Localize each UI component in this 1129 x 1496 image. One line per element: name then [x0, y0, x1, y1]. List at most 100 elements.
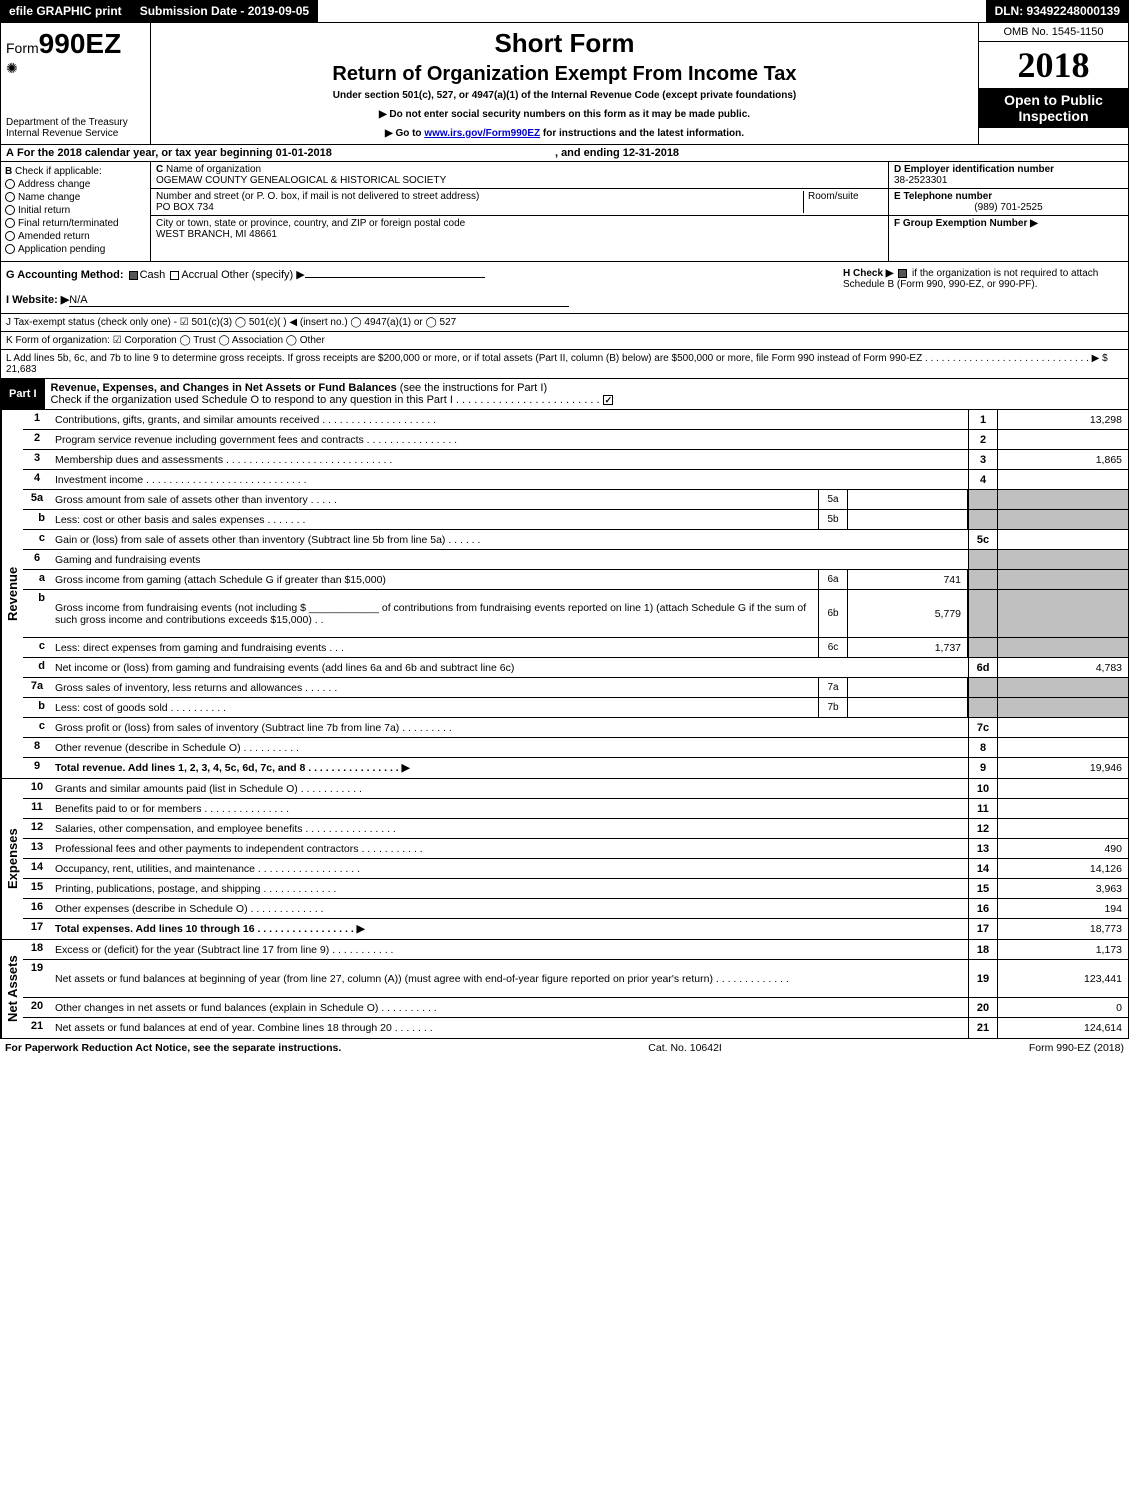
row-a-label: A [6, 147, 14, 159]
line-5c-desc: Gain or (loss) from sale of assets other… [51, 530, 968, 549]
line-20-val: 0 [998, 998, 1128, 1017]
line-4-desc: Investment income . . . . . . . . . . . … [51, 470, 968, 489]
opt-amended-return[interactable]: Amended return [5, 231, 146, 242]
street-value: PO BOX 734 [156, 202, 214, 213]
form-header: Form990EZ ✺ Department of the Treasury I… [0, 22, 1129, 145]
line-6a-mv: 741 [848, 570, 968, 589]
line-15: 15 Printing, publications, postage, and … [23, 879, 1128, 899]
line-1-val: 13,298 [998, 410, 1128, 429]
part1-title: Revenue, Expenses, and Changes in Net As… [51, 382, 397, 394]
line-3-desc: Membership dues and assessments . . . . … [51, 450, 968, 469]
room-suite-label: Room/suite [803, 191, 883, 213]
line-6c-rv-shaded [998, 638, 1128, 657]
part1-schedule-o-checkbox[interactable] [603, 395, 613, 405]
line-5c-rn: 5c [968, 530, 998, 549]
accrual-checkbox[interactable] [170, 271, 179, 280]
row-l: L Add lines 5b, 6c, and 7b to line 9 to … [0, 350, 1129, 379]
row-k: K Form of organization: ☑ Corporation ◯ … [0, 332, 1129, 350]
line-20-desc: Other changes in net assets or fund bala… [51, 998, 968, 1017]
line-11-rn: 11 [968, 799, 998, 818]
line-16-val: 194 [998, 899, 1128, 918]
line-16-desc: Other expenses (describe in Schedule O) … [51, 899, 968, 918]
c-label: C [156, 164, 163, 175]
line-6d-val: 4,783 [998, 658, 1128, 677]
line-15-rn: 15 [968, 879, 998, 898]
line-5a-mn: 5a [818, 490, 848, 509]
line-5b-desc: Less: cost or other basis and sales expe… [51, 510, 818, 529]
efile-print-button[interactable]: efile GRAPHIC print [0, 0, 131, 22]
line-19: 19 Net assets or fund balances at beginn… [23, 960, 1128, 998]
line-13-desc: Professional fees and other payments to … [51, 839, 968, 858]
other-specify-label: Other (specify) ▶ [221, 269, 305, 281]
line-13-num: 13 [23, 839, 51, 858]
line-14-val: 14,126 [998, 859, 1128, 878]
opt-name-change[interactable]: Name change [5, 192, 146, 203]
line-6b-mv: 5,779 [848, 590, 968, 637]
line-6d-desc: Net income or (loss) from gaming and fun… [51, 658, 968, 677]
opt-final-return[interactable]: Final return/terminated [5, 218, 146, 229]
line-15-val: 3,963 [998, 879, 1128, 898]
section-bcdef: B Check if applicable: Address change Na… [0, 162, 1129, 262]
line-8-val [998, 738, 1128, 757]
line-21: 21 Net assets or fund balances at end of… [23, 1018, 1128, 1038]
h-checkbox[interactable] [898, 269, 907, 278]
col-b: B Check if applicable: Address change Na… [1, 162, 151, 261]
city-value: WEST BRANCH, MI 48661 [156, 229, 277, 240]
check-if-label: Check if applicable: [15, 166, 102, 177]
cash-label: Cash [140, 269, 166, 281]
line-7c-desc: Gross profit or (loss) from sales of inv… [51, 718, 968, 737]
form-number: Form990EZ ✺ [6, 28, 145, 77]
open-to-public: Open to Public Inspection [979, 88, 1128, 128]
revenue-side-label: Revenue [1, 410, 23, 778]
line-6c-num: c [23, 638, 51, 657]
street-label: Number and street (or P. O. box, if mail… [156, 191, 479, 202]
expenses-block: Expenses 10 Grants and similar amounts p… [0, 779, 1129, 940]
line-7b: b Less: cost of goods sold . . . . . . .… [23, 698, 1128, 718]
dln-button[interactable]: DLN: 93492248000139 [986, 0, 1129, 22]
line-6b-mn: 6b [818, 590, 848, 637]
line-6d-num: d [23, 658, 51, 677]
other-specify-input[interactable] [305, 277, 485, 278]
line-6d: d Net income or (loss) from gaming and f… [23, 658, 1128, 678]
line-4-rn: 4 [968, 470, 998, 489]
f-label: F Group Exemption Number ▶ [894, 218, 1038, 229]
line-15-num: 15 [23, 879, 51, 898]
row-a: A For the 2018 calendar year, or tax yea… [0, 145, 1129, 162]
omb-number: OMB No. 1545-1150 [979, 23, 1128, 42]
netassets-block: Net Assets 18 Excess or (deficit) for th… [0, 940, 1129, 1039]
line-7c-val [998, 718, 1128, 737]
line-8-num: 8 [23, 738, 51, 757]
opt-initial-return[interactable]: Initial return [5, 205, 146, 216]
line-6a-mn: 6a [818, 570, 848, 589]
ein-value: 38-2523301 [894, 175, 947, 186]
line-7a-rn-shaded [968, 678, 998, 697]
irs-link[interactable]: www.irs.gov/Form990EZ [424, 128, 540, 139]
line-5b-mv [848, 510, 968, 529]
line-18-val: 1,173 [998, 940, 1128, 959]
line-10: 10 Grants and similar amounts paid (list… [23, 779, 1128, 799]
line-3-num: 3 [23, 450, 51, 469]
line-6a-rn-shaded [968, 570, 998, 589]
city-label: City or town, state or province, country… [156, 218, 465, 229]
line-6-rv-shaded [998, 550, 1128, 569]
line-21-num: 21 [23, 1018, 51, 1038]
footer-form: Form 990-EZ (2018) [1029, 1042, 1124, 1054]
line-6b-desc: Gross income from fundraising events (no… [51, 590, 818, 637]
line-14-rn: 14 [968, 859, 998, 878]
cash-checkbox[interactable] [129, 271, 138, 280]
part1-paren: (see the instructions for Part I) [400, 382, 547, 394]
opt-address-change[interactable]: Address change [5, 179, 146, 190]
line-5a: 5a Gross amount from sale of assets othe… [23, 490, 1128, 510]
line-6b: b Gross income from fundraising events (… [23, 590, 1128, 638]
line-2-desc: Program service revenue including govern… [51, 430, 968, 449]
opt-application-pending[interactable]: Application pending [5, 244, 146, 255]
line-6: 6 Gaming and fundraising events [23, 550, 1128, 570]
line-17-desc: Total expenses. Add lines 10 through 16 … [51, 919, 968, 939]
submission-date-button[interactable]: Submission Date - 2019-09-05 [131, 0, 318, 22]
line-6a-num: a [23, 570, 51, 589]
line-1-rn: 1 [968, 410, 998, 429]
part1-check-line: Check if the organization used Schedule … [51, 394, 600, 406]
col-c: C Name of organization OGEMAW COUNTY GEN… [151, 162, 888, 261]
line-16-num: 16 [23, 899, 51, 918]
i-website-label: I Website: ▶ [6, 294, 69, 306]
